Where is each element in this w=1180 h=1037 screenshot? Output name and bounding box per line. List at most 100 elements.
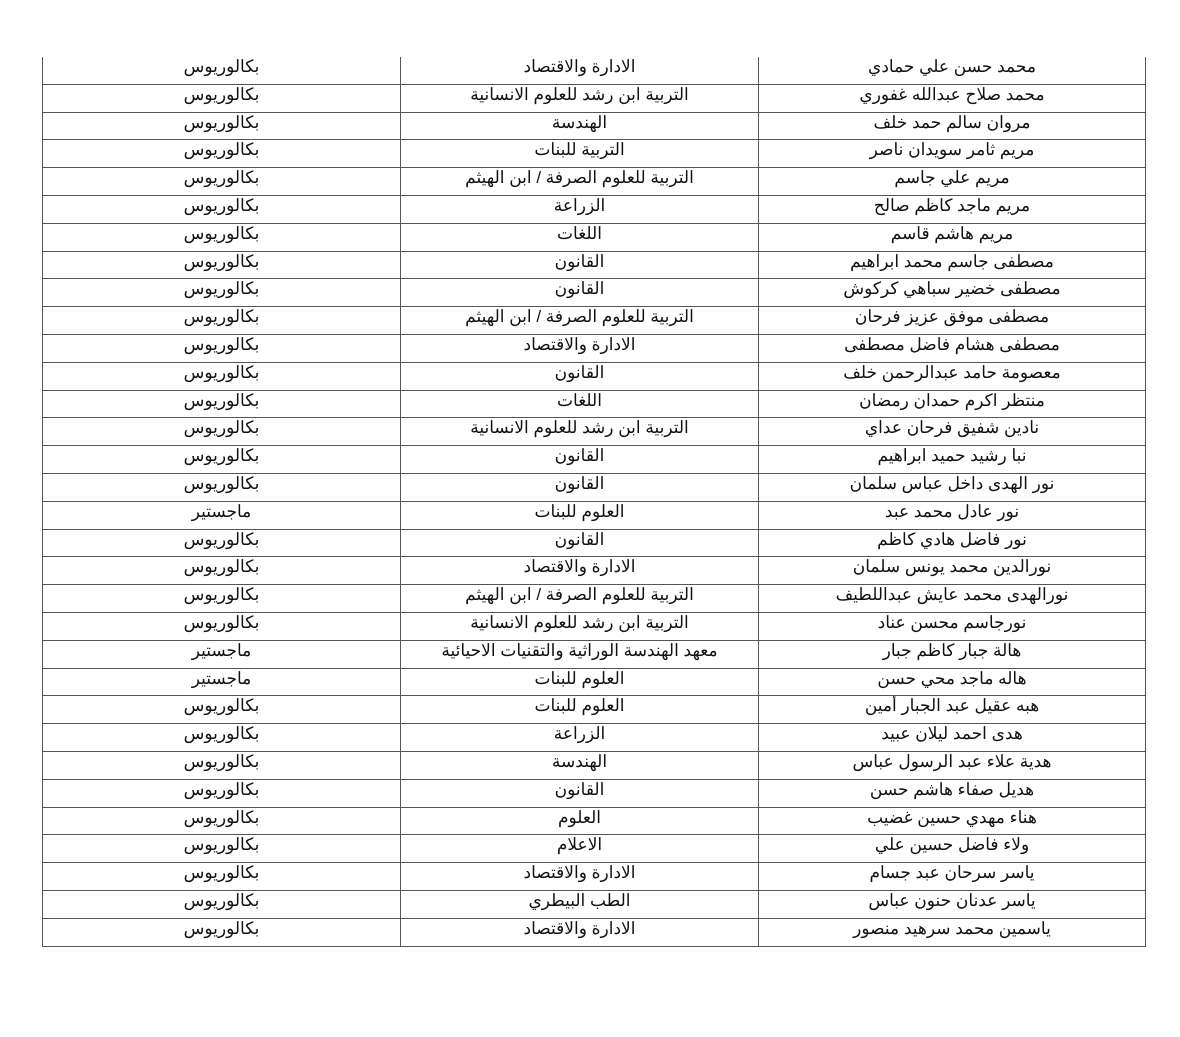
name-cell: مريم علي جاسم	[758, 167, 1146, 196]
degree-cell: بكالوريوس	[42, 83, 401, 113]
table-row: معصومة حامد عبدالرحمن خلف القانون بكالوريو…	[42, 361, 1146, 391]
college-cell: معهد الهندسة الوراثية والتقنيات الاحيائي…	[400, 639, 759, 669]
college-cell: الادارة والاقتصاد	[400, 556, 759, 586]
name-cell: منتظر اكرم حمدان رمضان	[758, 389, 1146, 419]
degree-cell: بكالوريوس	[42, 834, 401, 864]
degree-cell: ماجستير	[42, 639, 401, 669]
degree-cell: بكالوريوس	[42, 333, 401, 363]
table-row: نورالهدى محمد عايش عبداللطيف التربية للعل…	[42, 584, 1146, 613]
name-cell: هدى احمد ليلان عبيد	[758, 723, 1146, 752]
college-cell: العلوم للبنات	[400, 695, 759, 725]
name-cell: نورالهدى محمد عايش عبداللطيف	[758, 584, 1146, 613]
college-cell: الهندسة	[400, 750, 759, 780]
college-cell: التربية ابن رشد للعلوم الانسانية	[400, 417, 759, 447]
college-cell: القانون	[400, 250, 759, 280]
table-row: ياسمين محمد سرهيد منصور الادارة والاقتصاد…	[42, 917, 1146, 947]
table-row: هاله ماجد محي حسن العلوم للبنات ماجستير	[42, 667, 1146, 697]
college-cell: القانون	[400, 528, 759, 558]
degree-cell: بكالوريوس	[42, 862, 401, 891]
name-cell: هدية علاء عبد الرسول عباس	[758, 750, 1146, 780]
degree-cell: بكالوريوس	[42, 417, 401, 447]
table-row: مريم هاشم قاسم اللغات بكالوريوس	[42, 222, 1146, 252]
table-row: مصطفى موفق عزيز فرحان التربية للعلوم الصر…	[42, 306, 1146, 335]
name-cell: معصومة حامد عبدالرحمن خلف	[758, 361, 1146, 391]
name-cell: نور عادل محمد عبد	[758, 500, 1146, 530]
degree-cell: بكالوريوس	[42, 445, 401, 474]
degree-cell: بكالوريوس	[42, 723, 401, 752]
name-cell: مصطفى خضير سباهي كركوش	[758, 278, 1146, 308]
table-row: نادين شفيق فرحان عداي التربية ابن رشد للع…	[42, 417, 1146, 447]
name-cell: نور الهدى داخل عباس سلمان	[758, 472, 1146, 502]
name-cell: هالة جبار كاظم جبار	[758, 639, 1146, 669]
college-cell: الهندسة	[400, 111, 759, 141]
table-row: نورجاسم محسن عناد التربية ابن رشد للعلوم …	[42, 611, 1146, 641]
degree-cell: بكالوريوس	[42, 778, 401, 808]
college-cell: القانون	[400, 278, 759, 308]
table-row: محمد صلاح عبدالله غفوري التربية ابن رشد ل…	[42, 83, 1146, 113]
table-row: هدية علاء عبد الرسول عباس الهندسة بكالوريو…	[42, 750, 1146, 780]
table-row: منتظر اكرم حمدان رمضان اللغات بكالوريوس	[42, 389, 1146, 419]
name-cell: محمد صلاح عبدالله غفوري	[758, 83, 1146, 113]
college-cell: الادارة والاقتصاد	[400, 57, 759, 85]
table-row: مصطفى هشام فاضل مصطفى الادارة والاقتصاد بك…	[42, 333, 1146, 363]
college-cell: التربية ابن رشد للعلوم الانسانية	[400, 83, 759, 113]
degree-cell: بكالوريوس	[42, 889, 401, 919]
degree-cell: بكالوريوس	[42, 806, 401, 836]
degree-cell: بكالوريوس	[42, 472, 401, 502]
name-cell: هناء مهدي حسين غضيب	[758, 806, 1146, 836]
name-cell: نادين شفيق فرحان عداي	[758, 417, 1146, 447]
college-cell: الادارة والاقتصاد	[400, 917, 759, 947]
degree-cell: بكالوريوس	[42, 750, 401, 780]
college-cell: التربية ابن رشد للعلوم الانسانية	[400, 611, 759, 641]
college-cell: التربية للبنات	[400, 139, 759, 169]
table-row: ياسر عدنان حنون عباس الطب البيطري بكالوريو…	[42, 889, 1146, 919]
college-cell: العلوم للبنات	[400, 500, 759, 530]
name-cell: هديل صفاء هاشم حسن	[758, 778, 1146, 808]
table-row: محمد حسن علي حمادي الادارة والاقتصاد بكالو…	[42, 57, 1146, 85]
table-row: ولاء فاضل حسين علي الاعلام بكالوريوس	[42, 834, 1146, 864]
degree-cell: بكالوريوس	[42, 389, 401, 419]
table-row: نور الهدى داخل عباس سلمان القانون بكالوريو…	[42, 472, 1146, 502]
table-row: مروان سالم حمد خلف الهندسة بكالوريوس	[42, 111, 1146, 141]
name-cell: مصطفى جاسم محمد ابراهيم	[758, 250, 1146, 280]
college-cell: القانون	[400, 361, 759, 391]
college-cell: الزراعة	[400, 194, 759, 224]
degree-cell: ماجستير	[42, 500, 401, 530]
degree-cell: بكالوريوس	[42, 917, 401, 947]
college-cell: الادارة والاقتصاد	[400, 333, 759, 363]
name-cell: نور فاضل هادي كاظم	[758, 528, 1146, 558]
college-cell: التربية للعلوم الصرفة / ابن الهيثم	[400, 306, 759, 335]
table-row: هبه عقيل عبد الجبار أمين العلوم للبنات بكا…	[42, 695, 1146, 725]
name-cell: مريم ماجد كاظم صالح	[758, 194, 1146, 224]
graduates-table: محمد حسن علي حمادي الادارة والاقتصاد بكالو…	[42, 57, 1146, 947]
name-cell: نورجاسم محسن عناد	[758, 611, 1146, 641]
table-row: ياسر سرحان عبد جسام الادارة والاقتصاد بكال…	[42, 862, 1146, 891]
name-cell: نورالدين محمد يونس سلمان	[758, 556, 1146, 586]
degree-cell: بكالوريوس	[42, 695, 401, 725]
college-cell: الزراعة	[400, 723, 759, 752]
college-cell: التربية للعلوم الصرفة / ابن الهيثم	[400, 584, 759, 613]
table-row: مريم ماجد كاظم صالح الزراعة بكالوريوس	[42, 194, 1146, 224]
degree-cell: بكالوريوس	[42, 57, 401, 85]
college-cell: القانون	[400, 778, 759, 808]
college-cell: التربية للعلوم الصرفة / ابن الهيثم	[400, 167, 759, 196]
name-cell: هبه عقيل عبد الجبار أمين	[758, 695, 1146, 725]
college-cell: الاعلام	[400, 834, 759, 864]
degree-cell: بكالوريوس	[42, 556, 401, 586]
table-row: مصطفى خضير سباهي كركوش القانون بكالوريوس	[42, 278, 1146, 308]
name-cell: ياسر سرحان عبد جسام	[758, 862, 1146, 891]
degree-cell: بكالوريوس	[42, 584, 401, 613]
degree-cell: بكالوريوس	[42, 306, 401, 335]
degree-cell: بكالوريوس	[42, 361, 401, 391]
degree-cell: ماجستير	[42, 667, 401, 697]
table-row: هناء مهدي حسين غضيب العلوم بكالوريوس	[42, 806, 1146, 836]
name-cell: مصطفى موفق عزيز فرحان	[758, 306, 1146, 335]
name-cell: مصطفى هشام فاضل مصطفى	[758, 333, 1146, 363]
college-cell: القانون	[400, 445, 759, 474]
college-cell: اللغات	[400, 222, 759, 252]
table-row: هالة جبار كاظم جبار معهد الهندسة الوراثية…	[42, 639, 1146, 669]
table-row: هديل صفاء هاشم حسن القانون بكالوريوس	[42, 778, 1146, 808]
college-cell: اللغات	[400, 389, 759, 419]
name-cell: ولاء فاضل حسين علي	[758, 834, 1146, 864]
college-cell: الطب البيطري	[400, 889, 759, 919]
